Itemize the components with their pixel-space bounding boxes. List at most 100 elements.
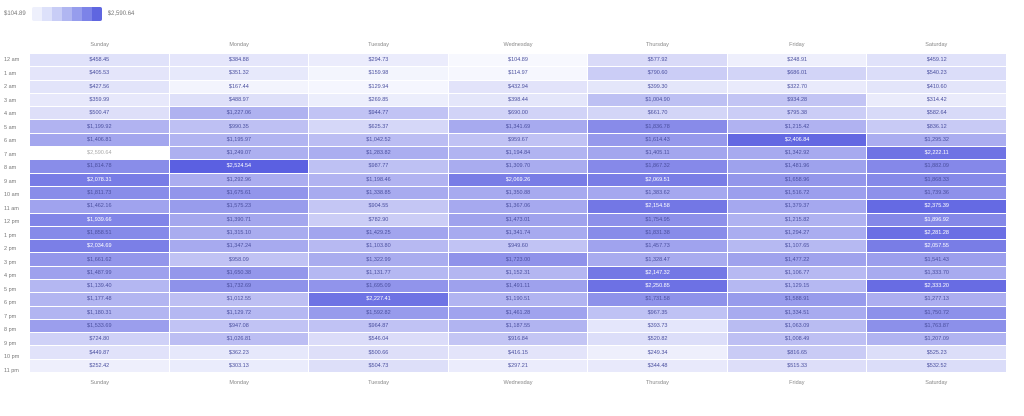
hour-label: 1 am: [4, 70, 17, 77]
heatmap-cell: $1,129.15: [727, 279, 867, 293]
heatmap-cell: $314.42: [867, 93, 1006, 107]
hour-label: 9 pm: [4, 340, 17, 347]
heatmap-cell: $1,379.37: [727, 200, 867, 213]
heatmap-cell: $104.89: [448, 54, 588, 67]
heatmap-cell: $1,187.55: [448, 319, 588, 333]
legend-swatch: [91, 7, 102, 21]
legend-swatch: [31, 7, 42, 21]
heatmap-cell: $1,350.88: [448, 186, 588, 200]
heatmap-cell: $1,227.06: [169, 107, 309, 120]
heatmap-cell: $1,338.85: [309, 186, 448, 200]
heatmap-cell: $1,462.16: [30, 200, 169, 213]
heatmap-cell: $1,405.11: [588, 147, 727, 160]
heatmap-cell: $159.98: [309, 67, 448, 80]
heatmap-cell: $1,309.70: [448, 160, 588, 173]
hour-label: 8 pm: [4, 327, 17, 333]
heatmap-cell: $1,614.43: [588, 133, 727, 147]
heatmap-cell: $690.00: [448, 107, 588, 120]
heatmap-cell: $1,347.24: [169, 240, 309, 253]
heatmap-cell: $515.33: [727, 359, 867, 372]
day-label: Friday: [789, 42, 805, 48]
heatmap-cell: $114.97: [448, 67, 588, 80]
heatmap-cell: $2,222.11: [867, 147, 1006, 160]
heatmap-cell: $2,069.26: [448, 173, 588, 186]
heatmap-cell: $2,590.64: [30, 147, 169, 160]
heatmap-cell: $959.67: [448, 133, 588, 147]
heatmap-cell: $1,461.28: [448, 306, 588, 319]
hour-label: 7 am: [4, 151, 17, 158]
heatmap-cell: $1,763.87: [867, 319, 1006, 333]
heatmap-cell: $1,457.73: [588, 240, 727, 253]
heatmap-cell: $2,057.55: [867, 240, 1006, 253]
heatmap-cell: $990.35: [169, 120, 309, 133]
heatmap-cell: $1,487.99: [30, 266, 169, 279]
heatmap-cell: $546.04: [309, 333, 448, 346]
hour-label: 12 am: [4, 57, 20, 63]
hour-label: 6 pm: [4, 300, 17, 306]
hour-label: 3 am: [4, 97, 17, 104]
heatmap-cell: $459.12: [867, 54, 1006, 67]
heatmap-cell: $1,215.42: [727, 120, 867, 133]
heatmap-cell: $1,195.97: [169, 133, 309, 147]
heatmap-cell: $1,198.46: [309, 173, 448, 186]
heatmap-cell: $351.32: [169, 67, 309, 80]
heatmap-cell: $504.73: [309, 359, 448, 372]
heatmap-cell: $405.53: [30, 67, 169, 80]
heatmap-cell: $294.73: [309, 54, 448, 67]
heatmap-cell: $520.82: [588, 333, 727, 346]
day-label: Tuesday: [368, 42, 389, 48]
heatmap-cell: $1,026.81: [169, 333, 309, 346]
hour-label: 9 am: [4, 178, 17, 185]
heatmap-cell: $2,375.39: [867, 200, 1006, 213]
heatmap-cell: $1,328.47: [588, 253, 727, 266]
heatmap-cell: $2,406.84: [727, 133, 867, 147]
heatmap-cell: $384.88: [169, 54, 309, 67]
heatmap-cell: $1,695.09: [309, 279, 448, 293]
heatmap-cell: $1,008.49: [727, 333, 867, 346]
heatmap-cell: $1,650.38: [169, 266, 309, 279]
heatmap-cell: $782.90: [309, 213, 448, 226]
heatmap-cell: $525.23: [867, 346, 1006, 359]
heatmap-cell: $1,592.82: [309, 306, 448, 319]
heatmap-cell: $2,333.20: [867, 279, 1006, 293]
heatmap-cell: $1,811.73: [30, 186, 169, 200]
hour-label: 4 am: [4, 111, 17, 117]
heatmap-cell: $836.12: [867, 120, 1006, 133]
legend-swatch: [61, 7, 72, 21]
heatmap-cell: $449.87: [30, 346, 169, 359]
day-header-bottom: Sunday Monday Tuesday Wednesday Thursday…: [30, 378, 1006, 388]
heatmap-cell: $724.80: [30, 333, 169, 346]
legend-max-label: $2,590.64: [107, 11, 135, 17]
heatmap-cell: $1,004.90: [588, 93, 727, 107]
heatmap-cell: $1,575.23: [169, 200, 309, 213]
hour-label: 4 pm: [4, 273, 17, 279]
day-header-top: Sunday Monday Tuesday Wednesday Thursday…: [30, 40, 1006, 50]
heatmap-cell: $359.99: [30, 93, 169, 107]
heatmap-cell: $410.60: [867, 80, 1006, 93]
heatmap-cell: $904.55: [309, 200, 448, 213]
heatmap-cell: $1,858.51: [30, 226, 169, 240]
heatmap-cell: $1,675.61: [169, 186, 309, 200]
heatmap-cell: $2,147.32: [588, 266, 727, 279]
heatmap-grid: $458.45 $384.88 $294.73 $104.89 $577.92 $248.…: [30, 54, 1006, 372]
heatmap-cell: $1,723.00: [448, 253, 588, 266]
heatmap-cell: $1,754.95: [588, 213, 727, 226]
heatmap-cell: $795.38: [727, 107, 867, 120]
heatmap-cell: $958.09: [169, 253, 309, 266]
hour-label: 2 pm: [4, 246, 17, 252]
heatmap-cell: $1,152.31: [448, 266, 588, 279]
heatmap-cell: $2,034.69: [30, 240, 169, 253]
day-label: Friday: [789, 380, 805, 386]
heatmap-cell: $1,107.65: [727, 240, 867, 253]
heatmap-cell: $1,516.72: [727, 186, 867, 200]
heatmap-cell: $1,814.78: [30, 160, 169, 173]
heatmap-cell: $458.45: [30, 54, 169, 67]
heatmap-cell: $1,042.52: [309, 133, 448, 147]
heatmap-cell: $790.60: [588, 67, 727, 80]
hour-label: 12 pm: [4, 219, 20, 225]
heatmap-cell: $1,732.69: [169, 279, 309, 293]
legend-swatch: [51, 7, 62, 21]
heatmap-cell: $1,473.01: [448, 213, 588, 226]
heatmap-cell: $949.60: [448, 240, 588, 253]
heatmap-cell: $1,477.22: [727, 253, 867, 266]
